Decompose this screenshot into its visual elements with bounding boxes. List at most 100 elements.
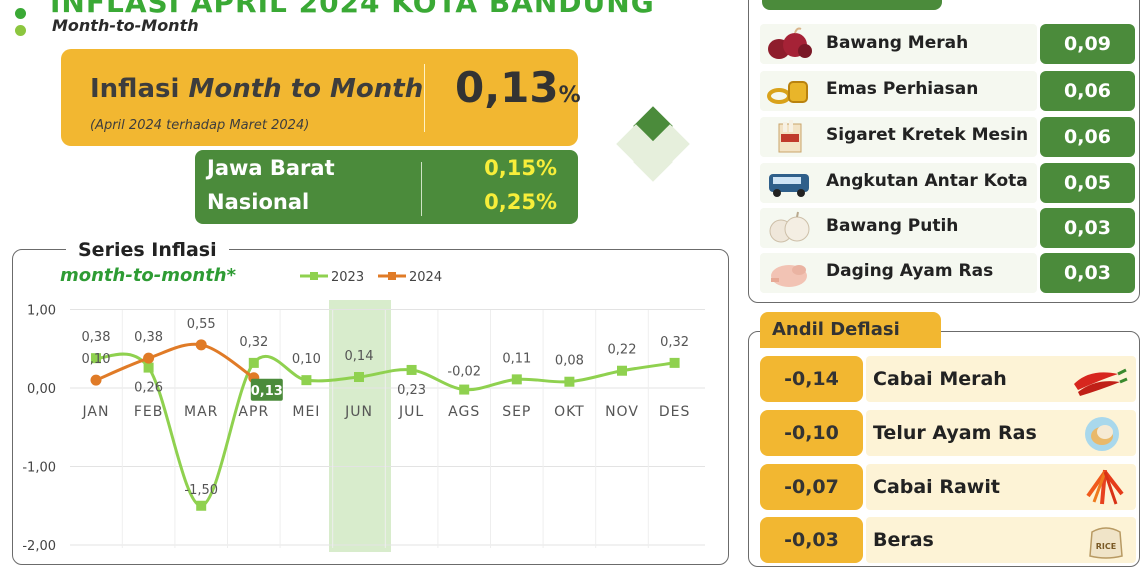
legend-label: 2023 xyxy=(331,270,364,285)
y-tick-label: -1,00 xyxy=(22,461,56,476)
data-label-box xyxy=(250,378,283,401)
data-point xyxy=(248,357,259,368)
x-tick-label: SEP xyxy=(502,404,531,420)
chart-title: Series Inflasi xyxy=(66,239,229,261)
x-tick-label: DES xyxy=(659,404,691,420)
mtm-label: Inflasi Month to Month xyxy=(90,74,424,104)
legend-marker xyxy=(388,272,396,280)
data-label: 0,10 xyxy=(292,352,321,367)
gold-jewelry-icon xyxy=(764,73,814,109)
item-value: -0,10 xyxy=(760,410,863,456)
divider xyxy=(421,162,422,216)
x-tick-label: OKT xyxy=(554,404,585,420)
bird-chili-icon xyxy=(1080,466,1130,512)
bullet-dot xyxy=(15,8,26,19)
item-value: -0,07 xyxy=(760,464,863,510)
data-point xyxy=(195,339,207,351)
data-point xyxy=(511,374,522,385)
item-name: Angkutan Antar Kota xyxy=(826,171,1028,191)
red-chili-icon xyxy=(1070,360,1130,402)
x-tick-label: AGS xyxy=(448,404,480,420)
item-value: -0,14 xyxy=(760,356,863,402)
data-label: 0,22 xyxy=(608,343,637,358)
data-point xyxy=(354,372,364,383)
bullet-dot xyxy=(15,25,26,36)
x-tick-label: APR xyxy=(238,404,269,420)
data-point xyxy=(90,374,102,386)
andil-deflasi-title: Andil Deflasi xyxy=(760,312,941,348)
data-label: 0,55 xyxy=(187,317,216,332)
egg-icon xyxy=(1082,414,1122,458)
list-item xyxy=(760,117,1037,157)
x-tick-label: FEB xyxy=(134,404,164,420)
item-name: Cabai Merah xyxy=(873,368,1007,390)
data-label: 0,14 xyxy=(345,349,374,364)
data-label: -0,02 xyxy=(447,365,481,380)
bus-icon xyxy=(764,165,814,201)
data-point xyxy=(196,500,207,511)
chart-subtitle: month-to-month* xyxy=(60,265,237,286)
region-value: 0,15% xyxy=(484,156,557,180)
item-name: Telur Ayam Ras xyxy=(873,422,1037,444)
y-tick-label: 0,00 xyxy=(27,382,56,397)
data-point xyxy=(301,375,312,386)
data-label: 0,10 xyxy=(82,352,111,367)
x-tick-label: NOV xyxy=(605,404,639,420)
item-value: 0,06 xyxy=(1040,71,1135,111)
x-tick-label: JUN xyxy=(344,404,373,420)
data-label: -1,50 xyxy=(184,483,218,498)
region-value: 0,25% xyxy=(484,190,557,214)
line-chart: 1,00 0,00 -1,00 -2,00 JAN FEB MAR APR MEI JUN JUL A… xyxy=(22,270,705,554)
data-label: 0,32 xyxy=(660,335,689,350)
divider xyxy=(424,64,425,132)
page-title: INFLASI APRIL 2024 KOTA BANDUNG xyxy=(50,0,655,19)
data-label: 0,11 xyxy=(502,351,531,366)
data-point xyxy=(406,364,417,375)
data-label: 0,38 xyxy=(82,330,111,345)
item-name: Cabai Rawit xyxy=(873,476,1000,498)
data-point xyxy=(564,376,575,387)
item-name: Daging Ayam Ras xyxy=(826,261,994,281)
andil-inflasi-tab xyxy=(762,0,942,10)
data-point xyxy=(459,384,470,395)
mtm-card xyxy=(61,49,578,146)
legend-label: 2024 xyxy=(409,270,442,285)
garlic-icon xyxy=(764,210,814,246)
item-value: 0,03 xyxy=(1040,253,1135,293)
rice-sack-label: RICE xyxy=(1096,542,1116,551)
page-subtitle: Month-to-Month xyxy=(52,16,199,35)
item-name: Bawang Putih xyxy=(826,216,959,236)
item-name: Bawang Merah xyxy=(826,33,969,53)
highlight-band xyxy=(329,300,391,552)
data-label: 0,32 xyxy=(239,335,268,350)
data-label: 0,38 xyxy=(134,330,163,345)
data-point xyxy=(617,365,627,376)
region-card xyxy=(195,150,578,224)
item-name: Beras xyxy=(873,529,934,551)
shallot-icon xyxy=(764,26,814,62)
data-point xyxy=(669,357,680,368)
data-label: 0,26 xyxy=(134,381,163,396)
item-value: 0,06 xyxy=(1040,117,1135,157)
item-name: Sigaret Kretek Mesin xyxy=(826,125,1029,145)
data-point xyxy=(143,352,155,364)
x-tick-label: JAN xyxy=(82,404,110,420)
data-label: 0,08 xyxy=(555,354,584,369)
chicken-meat-icon xyxy=(764,255,814,291)
legend-marker xyxy=(310,272,318,280)
mtm-value: 0,13% xyxy=(455,63,581,112)
rice-sack-icon: RICE xyxy=(1086,522,1126,564)
series-line xyxy=(95,342,255,382)
item-value: 0,03 xyxy=(1040,208,1135,248)
x-tick-label: MEI xyxy=(292,404,320,420)
cigarette-pack-icon xyxy=(764,119,814,155)
region-name: Jawa Barat xyxy=(207,156,335,180)
data-label: 0,23 xyxy=(397,383,426,398)
item-name: Emas Perhiasan xyxy=(826,79,979,99)
item-value: -0,03 xyxy=(760,517,863,563)
list-item xyxy=(866,464,1136,510)
chart-frame xyxy=(12,249,729,565)
y-tick-label: 1,00 xyxy=(27,304,56,319)
y-tick-label: -2,00 xyxy=(22,539,56,554)
x-tick-label: JUL xyxy=(398,404,424,420)
